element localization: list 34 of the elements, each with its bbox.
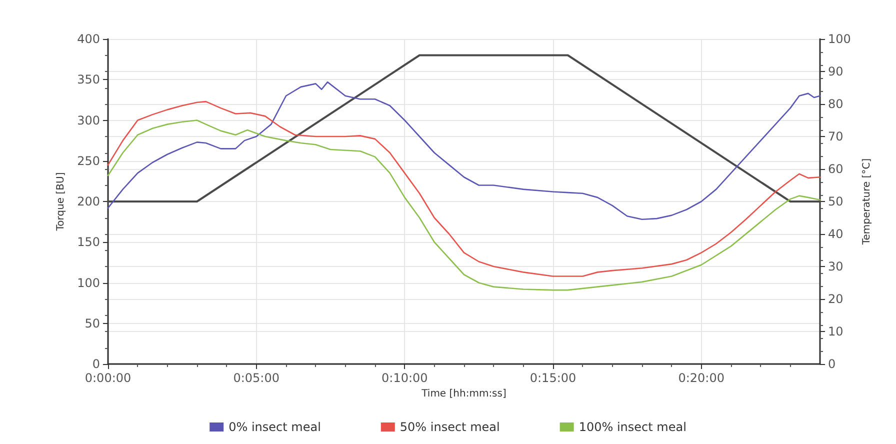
y2-tick-label: 10 — [828, 324, 844, 338]
y-tick-label: 50 — [84, 316, 100, 330]
y-tick-label: 250 — [77, 154, 100, 168]
y-tick-label: 200 — [77, 194, 100, 208]
y-tick-label: 400 — [77, 32, 100, 46]
y2-tick-label: 0 — [828, 357, 836, 371]
x-tick-label: 0:20:00 — [678, 371, 724, 385]
line-series — [107, 120, 821, 291]
legend-label: 50% insect meal — [400, 420, 500, 434]
legend-label: 0% insect meal — [228, 420, 321, 434]
y2-tick-label: 20 — [828, 292, 844, 306]
y-tick-label: 300 — [77, 113, 100, 128]
x-axis-title: Time [hh:mm:ss] — [420, 388, 506, 400]
y-axis-title: Torque [BU] — [56, 172, 66, 232]
legend-label: 100% insect meal — [578, 420, 686, 434]
y2-tick-label: 70 — [828, 130, 844, 144]
x-tick-label: 0:10:00 — [382, 371, 428, 385]
y-tick-label: 150 — [77, 235, 100, 250]
y2-tick-label: 100 — [828, 32, 851, 46]
y-tick-label: 0 — [92, 357, 100, 371]
x-tick-label: 0:00:00 — [84, 371, 132, 385]
y2-tick-label: 30 — [828, 260, 844, 274]
y2-axis-title: Temperature [°C] — [861, 158, 872, 246]
line-series — [107, 81, 821, 220]
y2-tick-label: 90 — [828, 64, 844, 78]
line-series — [107, 100, 821, 277]
y2-tick-label: 50 — [828, 194, 844, 208]
x-tick-label: 0:05:00 — [233, 371, 280, 385]
y2-tick-label: 60 — [828, 162, 844, 176]
y2-tick-label: 80 — [828, 97, 844, 111]
y-tick-label: 100 — [77, 276, 100, 290]
x-tick-label: 0:15:00 — [530, 371, 576, 385]
y-tick-label: 350 — [77, 72, 100, 87]
y2-tick-label: 40 — [828, 227, 844, 241]
